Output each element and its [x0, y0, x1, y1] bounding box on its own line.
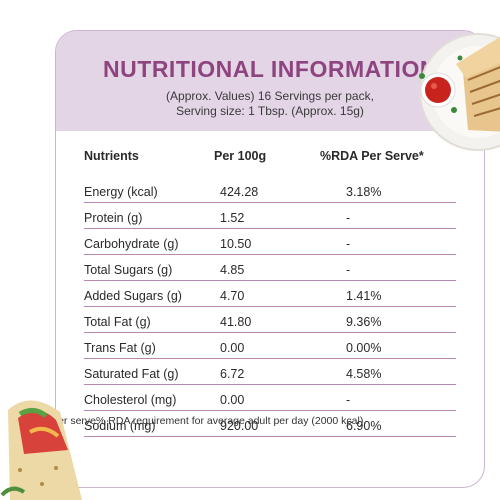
table-row: Protein (g) 1.52 - [84, 203, 456, 229]
table-row: Cholesterol (mg) 0.00 - [84, 385, 456, 411]
plate-food-image [419, 33, 500, 151]
table-header-row: Nutrients Per 100g %RDA Per Serve* [84, 143, 456, 177]
per-100g-value: 0.00 [220, 393, 245, 407]
per-100g-value: 6.72 [220, 367, 245, 381]
rda-value: 6.90% [346, 419, 382, 433]
rda-value: 9.36% [346, 315, 382, 329]
subtitle-line-1: (Approx. Values) 16 Servings per pack, [166, 89, 374, 103]
table-row: Carbohydrate (g) 10.50 - [84, 229, 456, 255]
card-header: NUTRITIONAL INFORMATION (Approx. Values)… [56, 31, 484, 131]
nutrient-name: Sodium (mg) [84, 419, 156, 433]
table-row: Trans Fat (g) 0.00 0.00% [84, 333, 456, 359]
nutrient-name: Energy (kcal) [84, 185, 158, 199]
table-row: Sodium (mg) 920.00 6.90% [84, 411, 456, 437]
column-header-rda: %RDA Per Serve* [320, 149, 424, 163]
subtitle-line-2: Serving size: 1 Tbsp. (Approx. 15g) [176, 104, 364, 118]
rda-value: 4.58% [346, 367, 382, 381]
rda-value: - [346, 393, 351, 407]
nutrient-name: Protein (g) [84, 211, 143, 225]
table-row: Energy (kcal) 424.28 3.18% [84, 177, 456, 203]
column-header-per-100g: Per 100g [214, 149, 267, 163]
per-100g-value: 4.70 [220, 289, 245, 303]
nutrient-name: Added Sugars (g) [84, 289, 182, 303]
page-title: NUTRITIONAL INFORMATION [103, 56, 437, 82]
per-100g-value: 10.50 [220, 237, 252, 251]
rda-value: - [346, 263, 351, 277]
rda-value: - [346, 237, 351, 251]
per-100g-value: 424.28 [220, 185, 259, 199]
table-row: Saturated Fat (g) 6.72 4.58% [84, 359, 456, 385]
nutrition-table: Nutrients Per 100g %RDA Per Serve* Energ… [84, 143, 456, 437]
rda-value: 0.00% [346, 341, 382, 355]
nutrient-name: Saturated Fat (g) [84, 367, 179, 381]
per-100g-value: 4.85 [220, 263, 245, 277]
table-row: Added Sugars (g) 4.70 1.41% [84, 281, 456, 307]
per-100g-value: 920.00 [220, 419, 259, 433]
footnote: *Per serve% RDA requirement for average … [47, 415, 367, 427]
column-header-nutrients: Nutrients [84, 149, 139, 163]
per-100g-value: 0.00 [220, 341, 245, 355]
nutrient-name: Total Sugars (g) [84, 263, 173, 277]
table-row: Total Sugars (g) 4.85 - [84, 255, 456, 281]
nutrient-name: Carbohydrate (g) [84, 237, 179, 251]
nutrition-card: NUTRITIONAL INFORMATION (Approx. Values)… [55, 30, 485, 488]
wrap-food-image [0, 400, 82, 500]
nutrient-name: Cholesterol (mg) [84, 393, 177, 407]
nutrient-name: Trans Fat (g) [84, 341, 156, 355]
per-100g-value: 41.80 [220, 315, 252, 329]
subtitle: (Approx. Values) 16 Servings per pack, S… [56, 89, 484, 119]
rda-value: 1.41% [346, 289, 382, 303]
rda-value: 3.18% [346, 185, 382, 199]
nutrient-name: Total Fat (g) [84, 315, 151, 329]
table-row: Total Fat (g) 41.80 9.36% [84, 307, 456, 333]
per-100g-value: 1.52 [220, 211, 245, 225]
rda-value: - [346, 211, 351, 225]
